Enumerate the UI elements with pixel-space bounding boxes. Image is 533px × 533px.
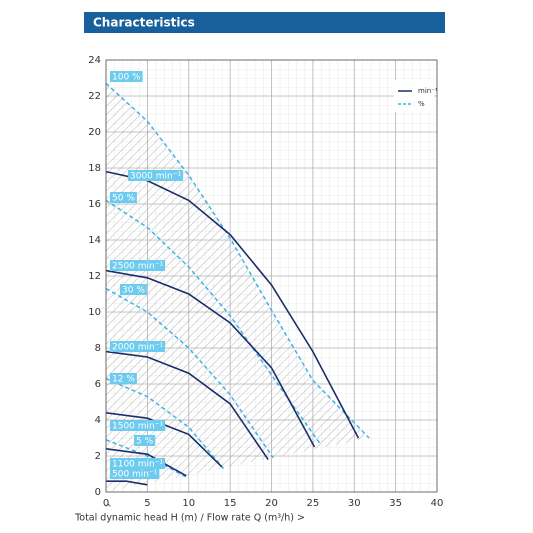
- curve-label-bg: [110, 260, 166, 271]
- curve-label: 2500 min⁻¹: [112, 262, 163, 272]
- y-tick-label: 10: [88, 307, 101, 318]
- curve: [105, 439, 188, 479]
- x-axis-label: Total dynamic head H (m) / Flow rate Q (…: [74, 513, 305, 524]
- curve-label: 3000 min⁻¹: [130, 172, 181, 182]
- curve: [106, 480, 148, 486]
- curve-label: 30 %: [122, 286, 145, 296]
- legend-label: %: [418, 100, 425, 108]
- title-bar: [84, 12, 445, 33]
- y-tick-label: 4: [95, 415, 101, 426]
- y-tick-label: 0: [95, 487, 101, 498]
- y-tick-label: 2: [95, 451, 101, 462]
- x-tick-label: 25: [307, 498, 320, 509]
- y-tick-label: 16: [88, 199, 101, 210]
- y-tick-label: 24: [88, 55, 101, 66]
- curve-label-bg: [110, 341, 166, 352]
- operating-area: [106, 83, 370, 493]
- curve-label-bg: [110, 71, 143, 82]
- x-tick-label: 20: [265, 498, 278, 509]
- y-tick-label: 18: [88, 163, 101, 174]
- y-tick-label: 20: [88, 127, 101, 138]
- curve: [105, 448, 187, 477]
- y-tick-label: 6: [95, 379, 101, 390]
- x-tick-label: 35: [389, 498, 402, 509]
- x-tick-label: 10: [182, 498, 195, 509]
- curve: [105, 82, 370, 439]
- y-tick-label: 22: [88, 91, 101, 102]
- y-tick-label: 12: [88, 271, 101, 282]
- curve: [105, 350, 269, 461]
- y-tick-label: 14: [88, 235, 101, 246]
- curve: [105, 377, 225, 470]
- curve-label-bg: [110, 420, 166, 431]
- curve-label: 5 %: [136, 437, 154, 447]
- curve-label: 2000 min⁻¹: [112, 343, 163, 353]
- x-tick-label: 40: [431, 498, 444, 509]
- x-tick-label: 15: [224, 498, 237, 509]
- curve-label-bg: [110, 468, 160, 479]
- curve: [105, 287, 274, 459]
- curve-label: 500 min⁻¹: [112, 470, 158, 480]
- curve-label-bg: [134, 435, 156, 446]
- chart-title: Characteristics: [93, 16, 195, 30]
- curve-label: 12 %: [112, 375, 135, 385]
- curve-label-bg: [110, 373, 137, 384]
- curve-label-bg: [110, 192, 137, 203]
- curve-label-bg: [110, 458, 166, 469]
- curve-label: 100 %: [112, 73, 141, 83]
- legend-box: [394, 80, 434, 112]
- curve-label-bg: [128, 170, 184, 181]
- y-tick-label: 8: [95, 343, 101, 354]
- curve-label: 1500 min⁻¹: [112, 422, 163, 432]
- x-tick-label: 5: [144, 498, 150, 509]
- curve: [105, 412, 223, 468]
- x-tick-label: 0: [103, 498, 109, 509]
- curve-label-bg: [120, 284, 147, 295]
- plot-frame: [105, 59, 438, 493]
- legend-label: min⁻¹: [418, 87, 438, 95]
- x-tick-label: 30: [348, 498, 361, 509]
- curve-label: 50 %: [112, 194, 135, 204]
- curve: [105, 269, 316, 448]
- y-axis-marker: ^: [104, 504, 112, 514]
- curve-label: 1100 min⁻¹: [112, 460, 163, 470]
